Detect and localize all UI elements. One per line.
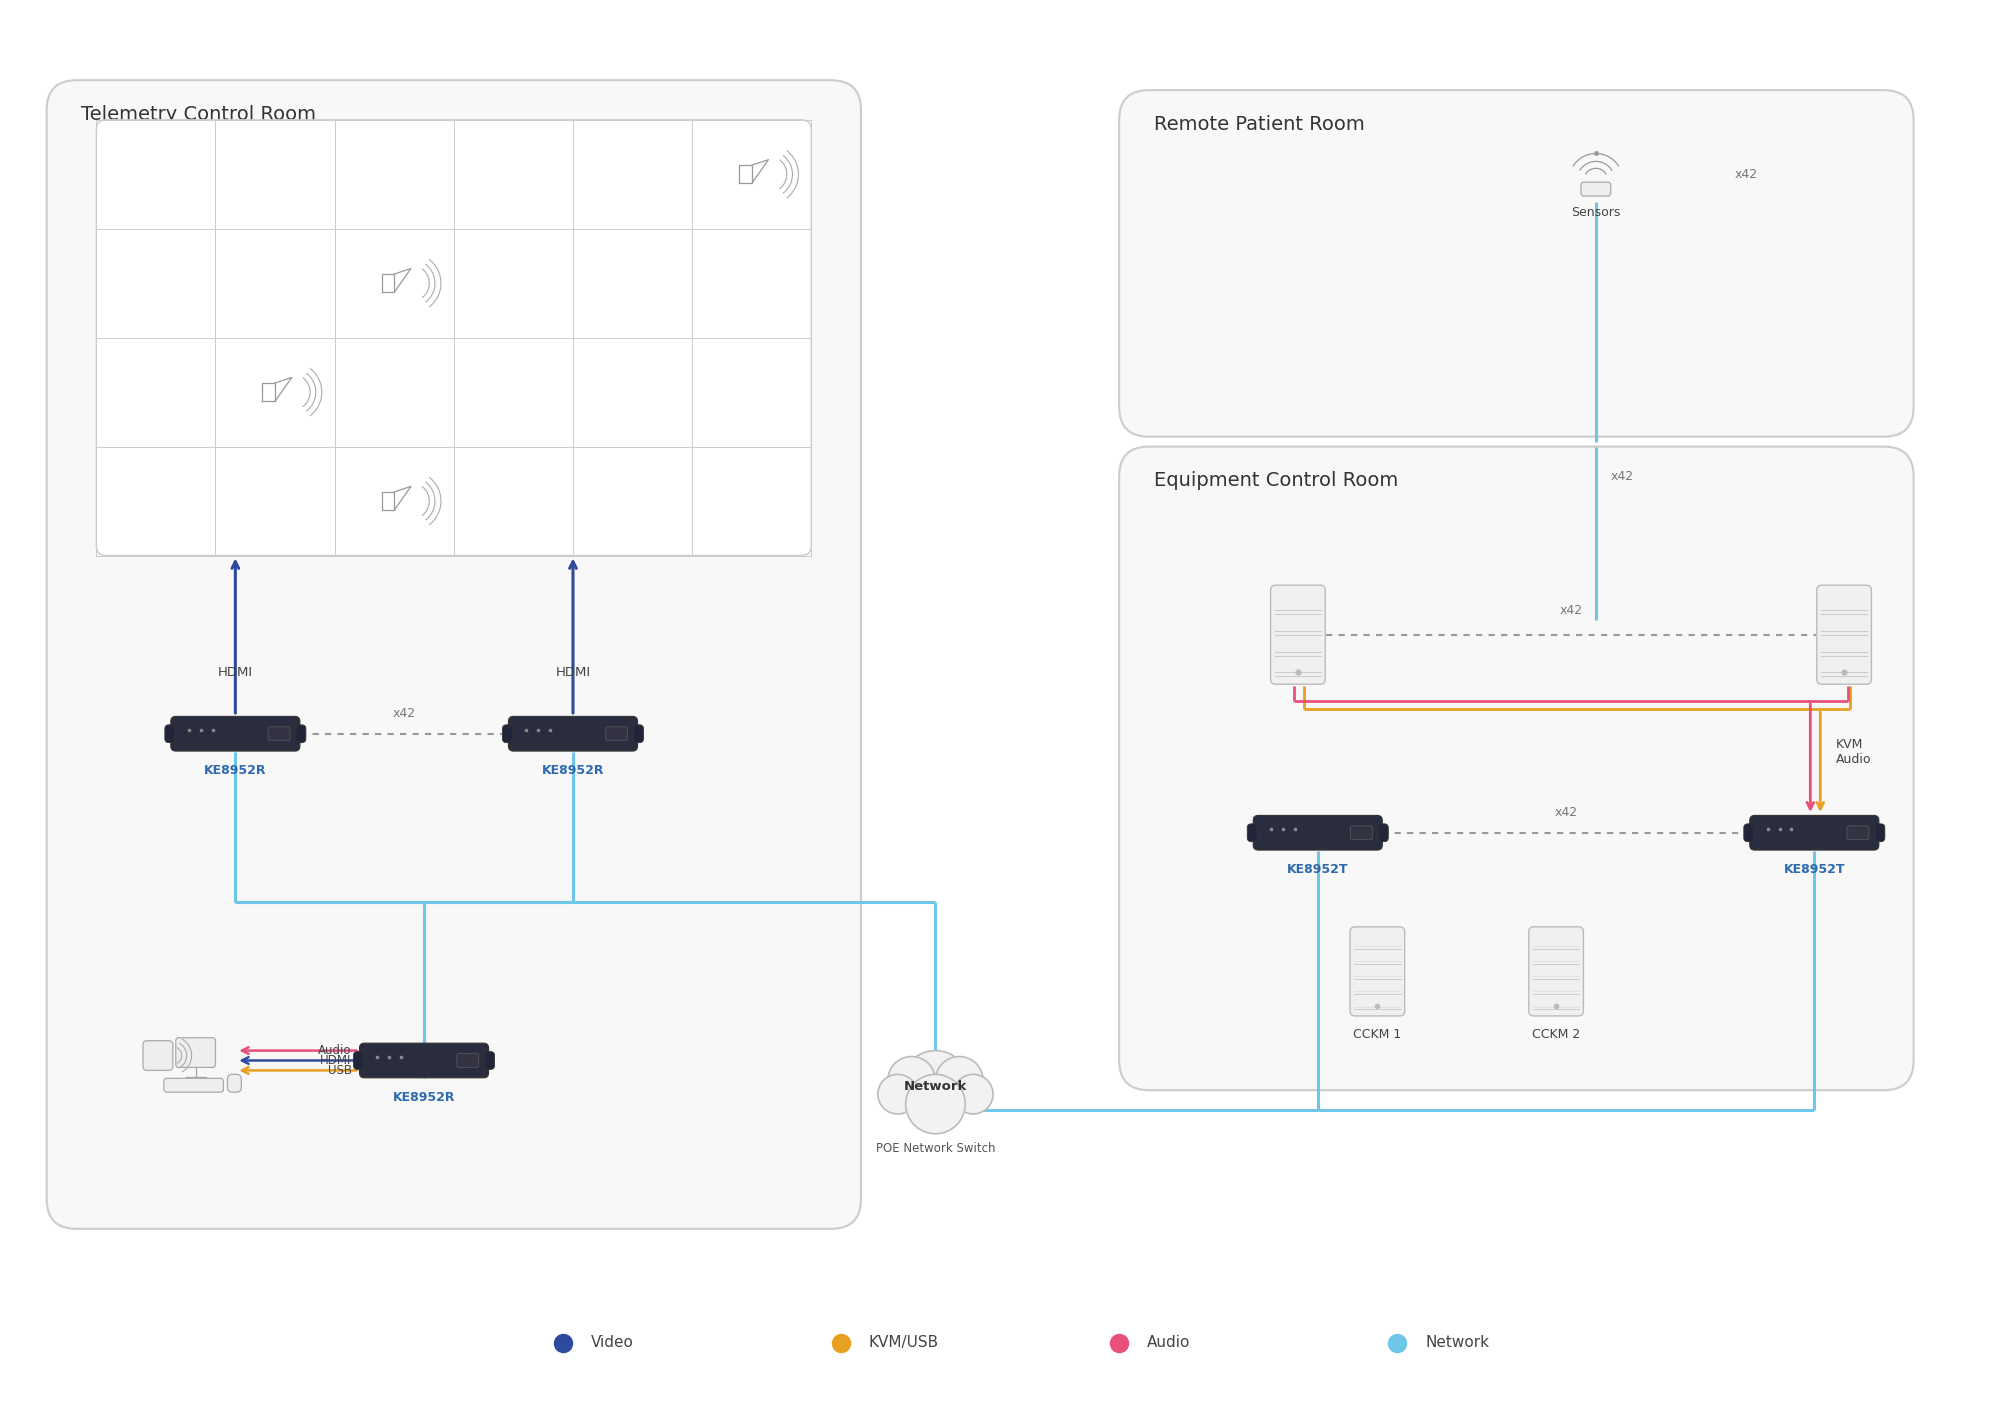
FancyBboxPatch shape [606, 727, 628, 741]
FancyBboxPatch shape [508, 717, 638, 751]
FancyBboxPatch shape [1350, 826, 1372, 840]
Text: x42: x42 [392, 707, 416, 720]
FancyBboxPatch shape [1350, 926, 1404, 1015]
Text: Network: Network [1426, 1335, 1490, 1350]
FancyBboxPatch shape [1750, 816, 1878, 850]
FancyBboxPatch shape [1744, 824, 1754, 841]
FancyBboxPatch shape [502, 725, 512, 742]
Text: Audio: Audio [1146, 1335, 1190, 1350]
Text: KE8952R: KE8952R [204, 764, 266, 776]
FancyBboxPatch shape [164, 1079, 224, 1092]
Text: Sensors: Sensors [1572, 206, 1620, 219]
FancyBboxPatch shape [634, 725, 644, 742]
FancyBboxPatch shape [484, 1052, 494, 1069]
Text: KE8952R: KE8952R [542, 764, 604, 776]
FancyBboxPatch shape [1120, 447, 1914, 1090]
FancyBboxPatch shape [228, 1075, 242, 1092]
Text: KE8952R: KE8952R [392, 1090, 456, 1104]
FancyBboxPatch shape [268, 727, 290, 741]
Text: CCKM 2: CCKM 2 [1532, 1028, 1580, 1041]
Text: Remote Patient Room: Remote Patient Room [1154, 115, 1364, 134]
Text: x42: x42 [1610, 469, 1634, 482]
FancyBboxPatch shape [1248, 824, 1258, 841]
Text: CCKM 1: CCKM 1 [1354, 1028, 1402, 1041]
Text: Audio: Audio [318, 1044, 352, 1058]
FancyBboxPatch shape [354, 1052, 364, 1069]
FancyBboxPatch shape [170, 717, 300, 751]
Text: Equipment Control Room: Equipment Control Room [1154, 471, 1398, 491]
Text: Telemetry Control Room: Telemetry Control Room [82, 105, 316, 124]
Text: KVM/USB: KVM/USB [868, 1335, 940, 1350]
FancyBboxPatch shape [1816, 585, 1872, 684]
FancyBboxPatch shape [1120, 90, 1914, 437]
FancyBboxPatch shape [1254, 816, 1382, 850]
FancyBboxPatch shape [176, 1038, 216, 1068]
Text: HDMI: HDMI [218, 666, 252, 679]
FancyBboxPatch shape [1378, 824, 1388, 841]
FancyBboxPatch shape [96, 120, 812, 556]
Text: Network: Network [904, 1080, 968, 1093]
FancyBboxPatch shape [1848, 826, 1868, 840]
FancyBboxPatch shape [142, 1041, 172, 1070]
FancyBboxPatch shape [1528, 926, 1584, 1015]
FancyBboxPatch shape [360, 1044, 488, 1077]
FancyBboxPatch shape [1270, 585, 1326, 684]
FancyBboxPatch shape [1874, 824, 1884, 841]
Text: USB: USB [328, 1063, 352, 1077]
Text: x42: x42 [1554, 806, 1578, 819]
Text: x42: x42 [1734, 168, 1758, 181]
Text: x42: x42 [1560, 604, 1582, 617]
Text: Video: Video [590, 1335, 634, 1350]
Text: KE8952T: KE8952T [1288, 863, 1348, 875]
Text: KVM
Audio: KVM Audio [1836, 738, 1872, 766]
FancyBboxPatch shape [46, 81, 860, 1229]
FancyBboxPatch shape [164, 725, 174, 742]
FancyBboxPatch shape [296, 725, 306, 742]
Text: KE8952T: KE8952T [1784, 863, 1846, 875]
Text: HDMI: HDMI [556, 666, 590, 679]
FancyBboxPatch shape [1580, 182, 1610, 197]
FancyBboxPatch shape [456, 1053, 478, 1068]
Text: POE Network Switch: POE Network Switch [876, 1141, 996, 1155]
Text: HDMI: HDMI [320, 1053, 352, 1068]
